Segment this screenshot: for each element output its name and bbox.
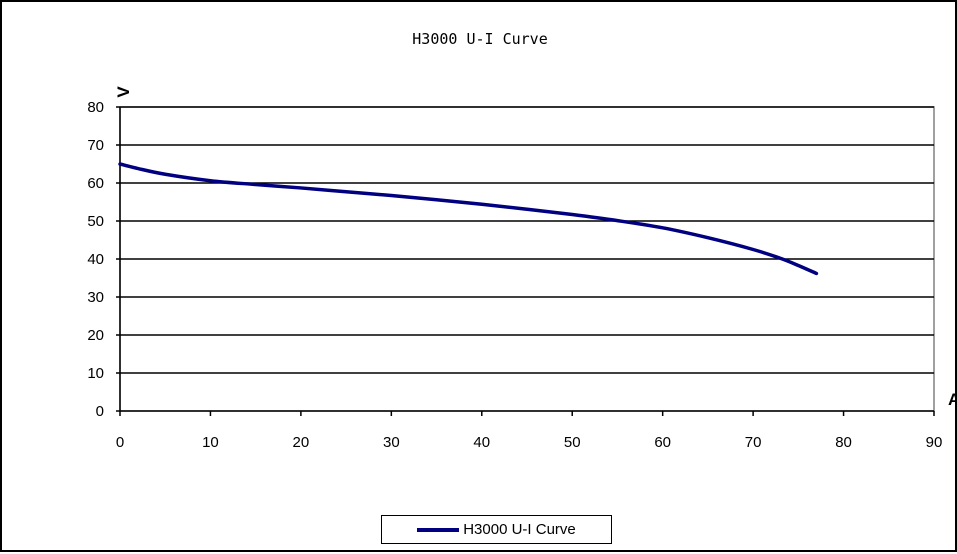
- y-tick-label-80: 80: [87, 99, 104, 116]
- x-axis-label: A: [948, 390, 957, 409]
- y-tick-label-50: 50: [87, 213, 104, 230]
- legend-label: H3000 U-I Curve: [463, 521, 576, 538]
- y-tick-label-10: 10: [87, 365, 104, 382]
- y-tick-label-20: 20: [87, 327, 104, 344]
- x-tick-label-90: 90: [926, 434, 943, 451]
- x-tick-label-60: 60: [654, 434, 671, 451]
- y-tick-label-30: 30: [87, 289, 104, 306]
- y-tick-label-40: 40: [87, 251, 104, 268]
- y-tick-label-70: 70: [87, 137, 104, 154]
- x-tick-label-40: 40: [473, 434, 490, 451]
- legend-swatch: [417, 527, 460, 532]
- x-tick-label-10: 10: [202, 434, 219, 451]
- chart-title: H3000 U-I Curve: [412, 30, 547, 48]
- x-tick-label-20: 20: [293, 434, 310, 451]
- y-axis-label: V: [114, 86, 133, 98]
- x-tick-label-30: 30: [383, 434, 400, 451]
- x-tick-label-80: 80: [835, 434, 852, 451]
- x-tick-label-0: 0: [116, 434, 124, 451]
- y-tick-label-60: 60: [87, 175, 104, 192]
- series-line-0: [118, 162, 819, 276]
- plot-area: 0 10 20 30 40 50 60 70 80 0 10 20 30 40 50 60 70 80 90: [87, 99, 942, 451]
- x-tick-label-50: 50: [564, 434, 581, 451]
- legend: H3000 U-I Curve: [381, 515, 612, 544]
- y-tick-label-0: 0: [96, 403, 104, 420]
- x-tick-label-70: 70: [745, 434, 762, 451]
